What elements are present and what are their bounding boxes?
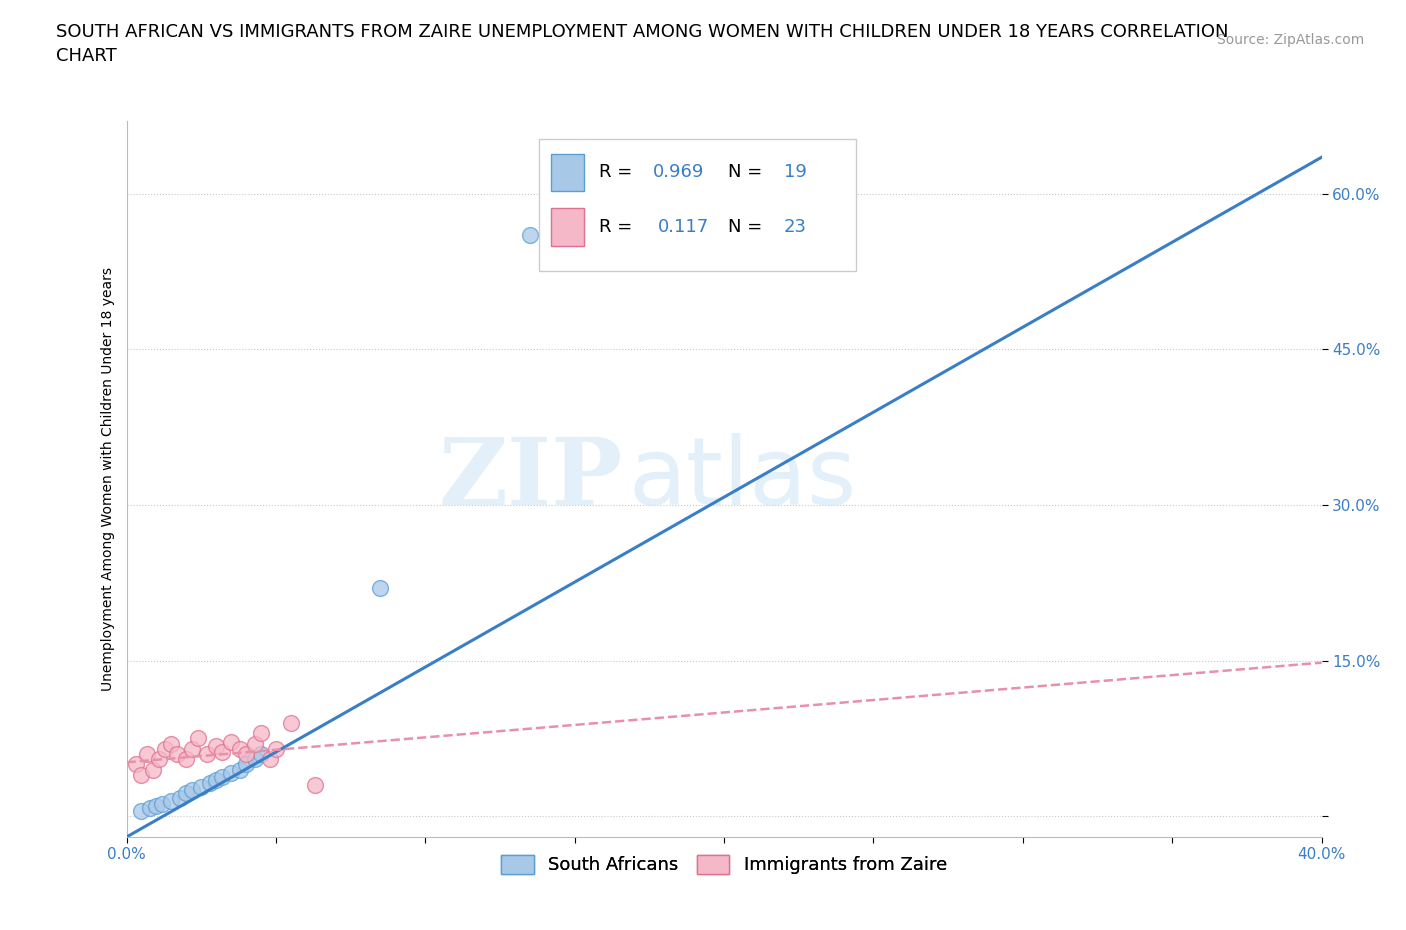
Point (142, 762, 165, 777)
Legend: South Africans, Immigrants from Zaire: South Africans, Immigrants from Zaire (494, 848, 955, 882)
Text: R =: R = (599, 218, 644, 236)
Point (136, 747, 159, 762)
Point (160, 793, 183, 808)
Text: ZIP: ZIP (439, 434, 623, 524)
Point (229, 741, 252, 756)
Y-axis label: Unemployment Among Women with Children Under 18 years: Unemployment Among Women with Children U… (101, 267, 115, 691)
Text: 0.969: 0.969 (652, 164, 704, 181)
Point (174, 786, 197, 801)
Point (243, 751, 266, 766)
Point (211, 769, 233, 784)
Point (195, 747, 218, 762)
Point (304, 777, 326, 792)
Text: N =: N = (728, 218, 768, 236)
Text: atlas: atlas (628, 433, 856, 525)
Point (264, 741, 287, 756)
Text: 23: 23 (785, 218, 807, 236)
Point (131, 767, 153, 782)
Point (219, 734, 242, 749)
Point (131, 804, 153, 818)
Point (205, 773, 228, 788)
Text: 0.117: 0.117 (658, 218, 710, 236)
Point (181, 783, 204, 798)
Point (280, 715, 302, 730)
Bar (551, 153, 585, 191)
Point (174, 751, 197, 766)
Point (205, 738, 228, 753)
Point (519, 228, 541, 243)
Point (229, 762, 252, 777)
Point (211, 744, 233, 759)
Point (370, 580, 392, 595)
Bar (538, 139, 855, 272)
Point (148, 751, 170, 766)
Point (219, 765, 242, 780)
Point (200, 776, 222, 790)
Point (169, 790, 191, 805)
Point (250, 747, 273, 762)
Point (235, 757, 257, 772)
Text: Source: ZipAtlas.com: Source: ZipAtlas.com (1216, 33, 1364, 46)
Point (124, 757, 146, 772)
Point (235, 747, 257, 762)
Point (250, 725, 273, 740)
Point (181, 741, 204, 756)
Point (243, 737, 266, 751)
Point (145, 799, 167, 814)
Point (160, 737, 183, 751)
Point (139, 801, 162, 816)
Text: N =: N = (728, 164, 768, 181)
Text: R =: R = (599, 164, 637, 181)
Point (187, 731, 209, 746)
Point (152, 796, 174, 811)
Text: SOUTH AFRICAN VS IMMIGRANTS FROM ZAIRE UNEMPLOYMENT AMONG WOMEN WITH CHILDREN UN: SOUTH AFRICAN VS IMMIGRANTS FROM ZAIRE U… (56, 23, 1229, 65)
Text: 19: 19 (785, 164, 807, 181)
Bar (551, 208, 585, 246)
Point (155, 741, 177, 756)
Point (166, 747, 188, 762)
Point (259, 751, 281, 766)
Point (190, 779, 212, 794)
